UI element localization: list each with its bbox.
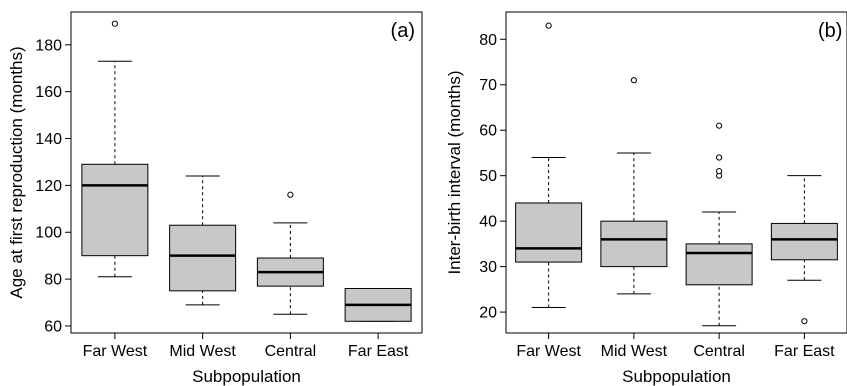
y-tick-label: 180 — [35, 37, 62, 54]
box-mid-west — [169, 175, 237, 306]
box-central — [685, 122, 753, 327]
box-far-east — [344, 287, 412, 322]
x-tick-label: Far East — [348, 343, 409, 360]
y-tick-label: 80 — [479, 32, 497, 49]
outlier-point — [630, 77, 637, 84]
box-far-west — [81, 20, 149, 278]
outlier-point — [545, 22, 552, 29]
plot-frame — [70, 11, 423, 334]
plot-frame — [505, 11, 847, 334]
box-far-east — [770, 175, 838, 325]
y-tick-label: 160 — [35, 84, 62, 101]
iqr-box — [685, 243, 753, 286]
panel-a: 60 80 100 120 140 160 180 Far West Mid West Centr… — [7, 11, 423, 386]
box-mid-west — [600, 77, 668, 295]
box-far-west — [515, 22, 583, 309]
panel-label: (b) — [818, 20, 842, 42]
y-tick-label: 70 — [479, 77, 497, 94]
outlier-point — [287, 191, 294, 198]
x-tick-label: Far West — [516, 343, 581, 360]
outlier-point — [716, 122, 723, 129]
x-tick-label: Central — [693, 343, 745, 360]
x-axis-title: Subpopulation — [622, 367, 731, 386]
x-tick-label: Mid West — [601, 343, 668, 360]
box-central — [256, 191, 324, 315]
iqr-box — [600, 220, 668, 268]
y-tick-label: 60 — [44, 318, 62, 335]
y-axis-title: Inter-birth interval (months) — [445, 70, 464, 274]
x-axis-title: Subpopulation — [192, 367, 301, 386]
x-tick-label: Central — [265, 343, 317, 360]
x-tick-label: Mid West — [169, 343, 236, 360]
y-tick-label: 120 — [35, 178, 62, 195]
outlier-point — [111, 20, 118, 27]
iqr-box — [770, 222, 838, 261]
panel-label: (a) — [391, 20, 415, 42]
outlier-point — [716, 168, 723, 175]
y-axis-title: Age at first reproduction (months) — [7, 46, 26, 298]
outlier-point — [801, 318, 808, 325]
y-tick-label: 140 — [35, 131, 62, 148]
y-tick-label: 50 — [479, 168, 497, 185]
x-tick-label: Far West — [83, 343, 148, 360]
outlier-point — [716, 154, 723, 161]
y-tick-label: 60 — [479, 123, 497, 140]
iqr-box — [81, 163, 149, 257]
iqr-box — [169, 224, 237, 292]
y-tick-label: 20 — [479, 305, 497, 322]
iqr-box — [515, 202, 583, 263]
panel-b: 20 30 40 50 60 70 80 Far West Mid West Central Far… — [445, 11, 847, 386]
y-tick-label: 80 — [44, 272, 62, 289]
y-tick-label: 40 — [479, 214, 497, 231]
y-tick-label: 30 — [479, 259, 497, 276]
y-tick-label: 100 — [35, 225, 62, 242]
x-tick-label: Far East — [774, 343, 835, 360]
